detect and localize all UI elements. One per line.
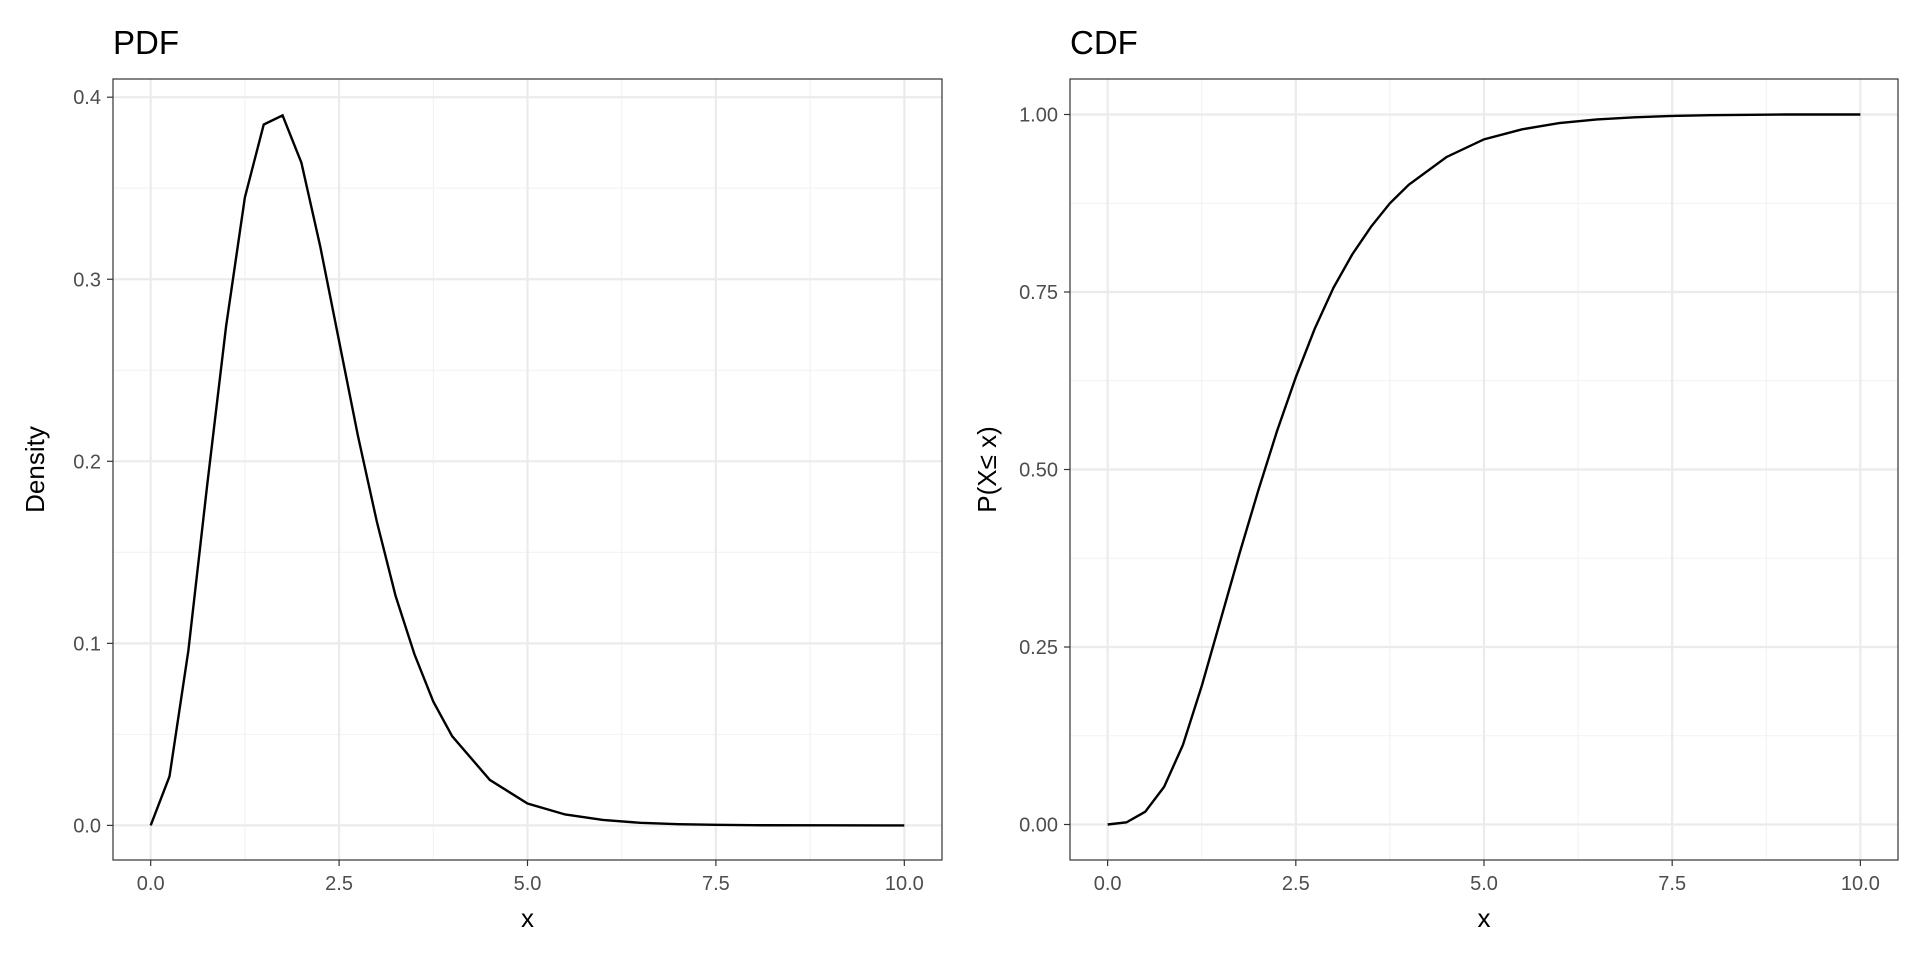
- x-tick-label: 10.0: [885, 873, 924, 895]
- x-tick-label: 7.5: [1658, 873, 1686, 895]
- y-tick-label: 0.0: [73, 815, 101, 837]
- y-tick-label: 0.3: [73, 269, 101, 291]
- chart-panels: 0.0 2.5 5.0 7.5 10.0 0.0 0.1 0.2 0.3 0.4 PDF x Densi…: [20, 24, 1899, 933]
- x-tick-label: 2.5: [1282, 873, 1310, 895]
- y-axis-label: P(X≤ x): [972, 426, 1002, 513]
- y-tick-label: 0.4: [73, 87, 101, 109]
- x-tick-label: 5.0: [514, 873, 542, 895]
- chart-panel-2: 0.0 2.5 5.0 7.5 10.0 0.00 0.25 0.50 0.75 1.00 CDF x…: [972, 24, 1899, 933]
- y-tick-label: 0.2: [73, 451, 101, 473]
- y-tick-label: 0.00: [1019, 815, 1058, 837]
- y-tick-label: 0.50: [1019, 460, 1058, 482]
- x-axis-label: x: [521, 903, 534, 933]
- y-tick-label: 0.75: [1019, 282, 1058, 304]
- x-tick-label: 0.0: [1094, 873, 1122, 895]
- x-axis-label: x: [1478, 903, 1491, 933]
- series-line: [149, 113, 905, 827]
- x-tick-label: 2.5: [325, 873, 353, 895]
- y-tick-label: 0.25: [1019, 637, 1058, 659]
- x-tick-label: 7.5: [702, 873, 730, 895]
- y-tick-label: 1.00: [1019, 105, 1058, 127]
- x-tick-label: 10.0: [1841, 873, 1880, 895]
- y-axis-label: Density: [20, 426, 50, 513]
- y-tick-label: 0.1: [73, 633, 101, 655]
- chart-title: PDF: [113, 24, 179, 61]
- x-tick-label: 5.0: [1470, 873, 1498, 895]
- series-line: [1107, 113, 1861, 826]
- x-tick-label: 0.0: [137, 873, 165, 895]
- chart-title: CDF: [1070, 24, 1138, 61]
- chart-panel-1: 0.0 2.5 5.0 7.5 10.0 0.0 0.1 0.2 0.3 0.4 PDF x Densi…: [20, 24, 943, 933]
